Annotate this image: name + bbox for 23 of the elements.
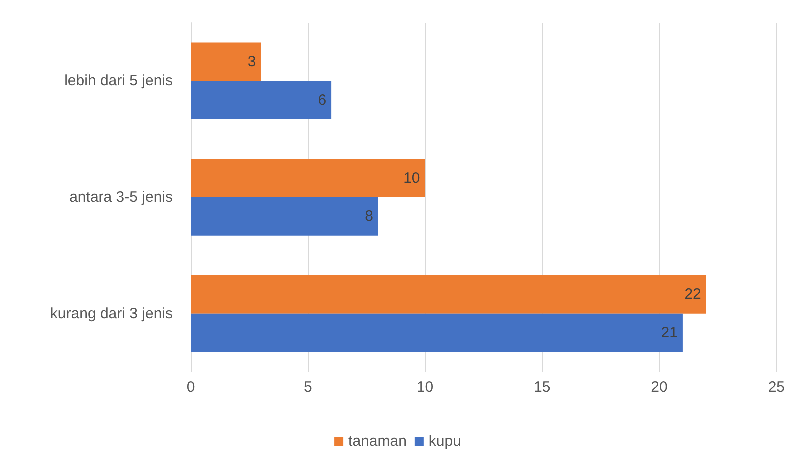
bar [191, 275, 706, 314]
bar [191, 42, 262, 82]
y-tick-label: kurang dari 3 jenis [50, 305, 173, 322]
bar [191, 81, 332, 120]
bar [191, 314, 683, 352]
x-tick-label: 0 [186, 379, 196, 396]
y-tick-label: antara 3-5 jenis [70, 189, 173, 206]
x-tick-label: 20 [651, 379, 668, 396]
y-tick-label: lebih dari 5 jenis [64, 72, 173, 90]
legend-label: tanaman [348, 433, 407, 450]
x-tick-label: 15 [534, 379, 551, 396]
data-label: 22 [684, 286, 702, 304]
legend-label: kupu [428, 433, 462, 450]
bar [191, 159, 426, 198]
data-label: 8 [365, 208, 374, 226]
bar [191, 198, 378, 236]
x-tick-label: 10 [416, 379, 434, 396]
data-label: 21 [661, 324, 678, 342]
data-label: 10 [404, 170, 420, 187]
data-label: 6 [318, 92, 327, 109]
x-tick-label: 25 [768, 379, 785, 396]
x-tick-label: 5 [304, 379, 312, 396]
data-label: 3 [248, 53, 256, 70]
